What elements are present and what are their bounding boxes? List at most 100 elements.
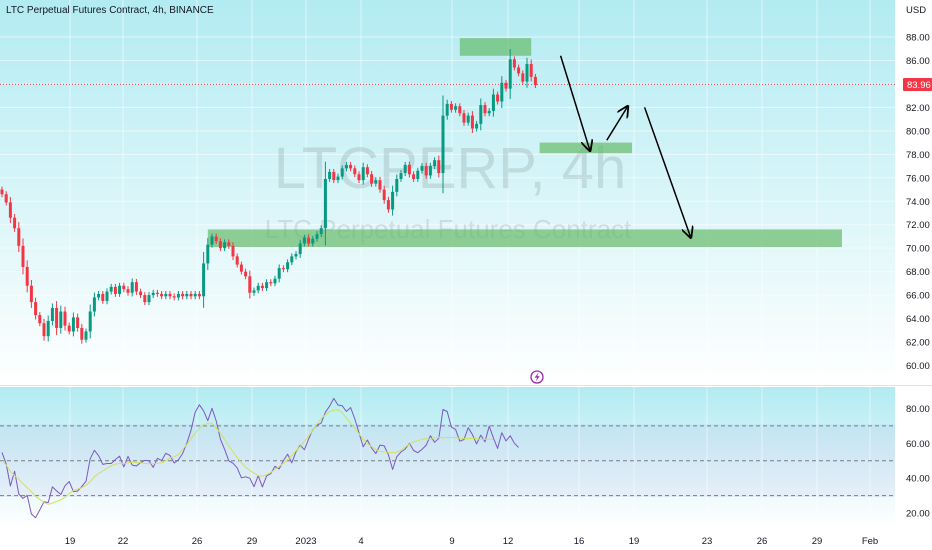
candle xyxy=(34,302,38,316)
candle xyxy=(466,115,470,123)
candle xyxy=(38,315,42,324)
candle xyxy=(483,105,487,114)
candle xyxy=(126,289,130,293)
candle xyxy=(508,59,512,89)
price-pane-background xyxy=(0,0,932,385)
candle xyxy=(496,94,500,102)
candle xyxy=(487,110,491,114)
candle xyxy=(155,292,159,294)
candle xyxy=(55,308,59,328)
candle xyxy=(76,317,80,328)
last-price-badge: 83.96 xyxy=(903,78,932,91)
candle xyxy=(365,167,369,175)
candle xyxy=(84,331,88,340)
price-axis[interactable]: 88.0086.0084.0082.0080.0078.0076.0074.00… xyxy=(906,33,930,373)
rsi-tick-label: 60.00 xyxy=(906,439,930,450)
time-tick-label: 2023 xyxy=(295,536,316,547)
candle xyxy=(319,228,323,235)
time-axis[interactable]: 19 22 26 29 2023 4 9 12 16 19 23 26 29 Feb xyxy=(65,536,878,547)
candle xyxy=(92,297,96,312)
candle xyxy=(17,228,21,246)
price-tick-label: 74.00 xyxy=(906,197,930,208)
candle xyxy=(470,115,474,129)
candle xyxy=(315,234,319,239)
candle xyxy=(525,63,529,82)
candle xyxy=(395,178,399,192)
arrows xyxy=(559,55,691,238)
lightning-icon[interactable] xyxy=(530,370,544,384)
candle xyxy=(462,113,466,123)
candle xyxy=(122,285,126,290)
candle xyxy=(445,103,449,116)
candle xyxy=(59,311,63,328)
candle xyxy=(433,160,437,167)
candle xyxy=(328,171,332,179)
candle xyxy=(21,245,25,267)
grid xyxy=(0,83,895,85)
candle xyxy=(130,282,134,293)
candle xyxy=(160,293,164,297)
candle xyxy=(197,293,201,297)
candle xyxy=(109,286,113,292)
candle xyxy=(349,164,353,169)
time-tick-label: 9 xyxy=(449,536,454,547)
time-tick-label: 12 xyxy=(503,536,514,547)
candle xyxy=(8,202,12,218)
candle xyxy=(273,278,277,284)
candle xyxy=(529,63,533,77)
candle xyxy=(416,170,420,179)
candle xyxy=(29,285,33,303)
support-resistance-zone xyxy=(459,38,532,56)
candle xyxy=(294,254,298,257)
time-tick-label: 19 xyxy=(629,536,640,547)
price-tick-label: 62.00 xyxy=(906,338,930,349)
price-tick-label: 82.00 xyxy=(906,103,930,114)
rsi xyxy=(0,397,895,519)
candle xyxy=(105,291,109,301)
candle xyxy=(210,236,214,245)
candle xyxy=(218,241,222,249)
candle xyxy=(231,245,235,257)
candle xyxy=(164,293,168,297)
price-tick-label: 68.00 xyxy=(906,267,930,278)
rsi-axis[interactable]: 80.00 60.00 40.00 20.00 xyxy=(906,404,930,520)
candle xyxy=(374,180,378,184)
candle xyxy=(88,311,92,332)
price-tick-label: 64.00 xyxy=(906,314,930,325)
candle xyxy=(475,123,479,129)
candle xyxy=(227,242,231,246)
candle xyxy=(0,189,4,195)
candle xyxy=(428,166,432,176)
time-tick-label: 23 xyxy=(702,536,713,547)
candle xyxy=(424,166,428,176)
time-tick-label: 19 xyxy=(65,536,76,547)
candle xyxy=(223,242,227,249)
candle xyxy=(80,327,84,340)
price-tick-label: 70.00 xyxy=(906,244,930,255)
time-tick-label: 22 xyxy=(118,536,129,547)
candle xyxy=(101,293,105,301)
candle xyxy=(332,171,336,181)
candle xyxy=(458,106,462,114)
candle xyxy=(500,82,504,102)
price-tick-label: 80.00 xyxy=(906,126,930,137)
candle xyxy=(67,325,71,332)
candle xyxy=(420,166,424,171)
price-tick-label: 78.00 xyxy=(906,150,930,161)
candle xyxy=(181,293,185,297)
candle xyxy=(214,236,218,242)
price-tick-label: 72.00 xyxy=(906,220,930,231)
candle xyxy=(189,293,193,297)
candle xyxy=(134,282,138,292)
price-tick-label: 86.00 xyxy=(906,56,930,67)
candle xyxy=(260,285,264,289)
candle xyxy=(454,106,458,110)
candle xyxy=(248,276,252,293)
price-tick-label: 76.00 xyxy=(906,173,930,184)
candle xyxy=(412,174,416,179)
candle xyxy=(50,308,54,321)
candle xyxy=(168,293,172,297)
candle xyxy=(113,286,117,294)
